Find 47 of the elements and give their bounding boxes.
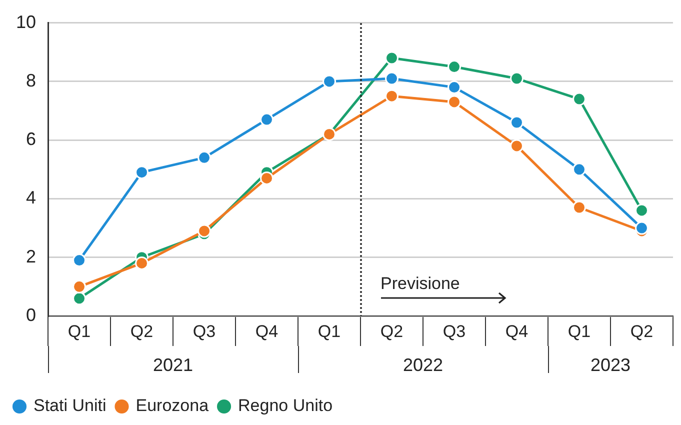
point: [635, 221, 648, 235]
point: [385, 89, 399, 103]
point: [72, 254, 86, 268]
x-tick-label: Q3: [442, 322, 466, 341]
point: [198, 150, 212, 164]
point: [510, 116, 524, 130]
x-tick-label: Q4: [505, 322, 528, 341]
point: [260, 171, 274, 185]
point: [135, 256, 149, 270]
legend-label: Stati Uniti: [34, 396, 106, 416]
point: [72, 280, 86, 294]
x-tick-label: Q1: [318, 322, 341, 341]
legend-label: Regno Unito: [238, 396, 333, 416]
annotation: Previsione: [380, 274, 460, 293]
point: [572, 162, 586, 176]
point: [510, 72, 524, 86]
x-tick-label: Q4: [255, 322, 278, 341]
y-tick-label: 8: [26, 70, 36, 90]
point: [260, 112, 274, 126]
y-tick-label: 4: [26, 188, 36, 208]
y-tick-label: 0: [26, 304, 36, 325]
point: [448, 95, 462, 109]
point: [635, 204, 648, 218]
legend-label: Eurozona: [136, 396, 210, 416]
text: 2023: [590, 354, 631, 375]
point: [448, 60, 462, 74]
point: [572, 200, 586, 214]
point: [72, 292, 86, 306]
point: [572, 92, 586, 106]
point: [385, 72, 399, 86]
point: [198, 224, 212, 238]
y-tick-label: 6: [26, 129, 36, 150]
point: [135, 166, 149, 180]
point: [510, 139, 524, 153]
x-tick-label: Q1: [68, 322, 91, 341]
x-tick-label: Q3: [192, 322, 216, 341]
point: [448, 80, 462, 94]
point: [322, 74, 336, 88]
x-tick-label: Q1: [568, 322, 591, 341]
text: 2021: [152, 354, 194, 375]
x-tick-label: Q2: [380, 322, 404, 341]
point: [385, 51, 399, 65]
x-tick-label: Q2: [630, 322, 654, 341]
text: 2022: [402, 354, 444, 375]
y-tick-label: 10: [16, 12, 36, 32]
x-tick-label: Q2: [130, 322, 154, 341]
y-tick-label: 2: [26, 246, 36, 266]
